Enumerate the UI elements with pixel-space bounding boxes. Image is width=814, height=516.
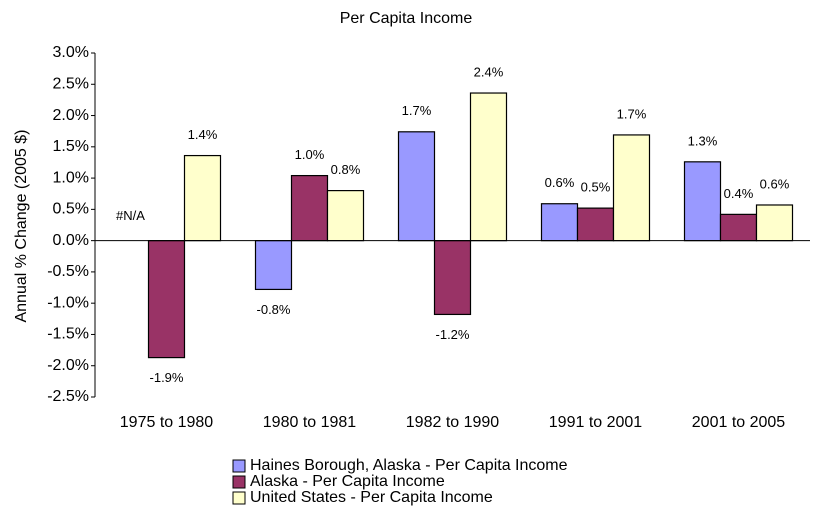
- value-label: -0.8%: [257, 302, 291, 317]
- x-tick-label: 1982 to 1990: [406, 414, 500, 431]
- value-label: 1.7%: [617, 106, 647, 121]
- bar: [719, 213, 758, 242]
- y-tick-label: 3.0%: [53, 44, 89, 61]
- value-label: 2.4%: [474, 64, 504, 79]
- legend-label: Haines Borough, Alaska - Per Capita Inco…: [250, 457, 568, 474]
- legend-swatch: [232, 459, 246, 473]
- legend-swatch: [232, 491, 246, 505]
- x-tick-label: 1980 to 1981: [263, 414, 357, 431]
- bar: [183, 154, 222, 242]
- bar: [540, 203, 579, 242]
- y-tick-label: -2.0%: [47, 357, 89, 374]
- x-tick-label: 2001 to 2005: [692, 414, 786, 431]
- y-tick-label: 2.5%: [53, 75, 89, 92]
- bar: [147, 240, 186, 359]
- bar: [290, 174, 329, 242]
- legend-label: United States - Per Capita Income: [250, 489, 493, 506]
- bar: [397, 131, 436, 242]
- y-tick-label: -0.5%: [47, 263, 89, 280]
- bar: [254, 240, 293, 291]
- value-label: 0.6%: [760, 176, 790, 191]
- y-tick-label: -2.5%: [47, 388, 89, 405]
- value-label: 1.7%: [402, 103, 432, 118]
- legend-label: Alaska - Per Capita Income: [250, 473, 445, 490]
- y-tick-label: -1.0%: [47, 294, 89, 311]
- y-tick-label: -1.5%: [47, 326, 89, 343]
- value-label: 0.8%: [331, 162, 361, 177]
- value-label: 1.4%: [188, 127, 218, 142]
- value-label: 0.4%: [724, 186, 754, 201]
- value-label: #N/A: [116, 208, 145, 223]
- bar: [683, 161, 722, 242]
- value-label: 0.6%: [545, 175, 575, 190]
- y-tick-label: 0.5%: [53, 201, 89, 218]
- chart-title: Per Capita Income: [340, 10, 473, 27]
- bar: [576, 207, 615, 242]
- value-label: 1.3%: [688, 133, 718, 148]
- y-tick-label: 1.5%: [53, 138, 89, 155]
- bar: [755, 204, 794, 242]
- y-tick-label: 1.0%: [53, 169, 89, 186]
- bar: [469, 92, 508, 242]
- y-tick-label: 2.0%: [53, 107, 89, 124]
- y-axis-title: Annual % Change (2005 $): [13, 129, 30, 322]
- bar: [326, 190, 365, 242]
- legend-swatch: [232, 475, 246, 489]
- value-label: -1.2%: [436, 327, 470, 342]
- x-tick-label: 1991 to 2001: [549, 414, 643, 431]
- bar: [433, 240, 472, 316]
- bar: [612, 134, 651, 242]
- value-label: 0.5%: [581, 180, 611, 195]
- value-label: -1.9%: [150, 370, 184, 385]
- value-label: 1.0%: [295, 147, 325, 162]
- y-tick-label: 0.0%: [53, 232, 89, 249]
- x-tick-label: 1975 to 1980: [120, 414, 214, 431]
